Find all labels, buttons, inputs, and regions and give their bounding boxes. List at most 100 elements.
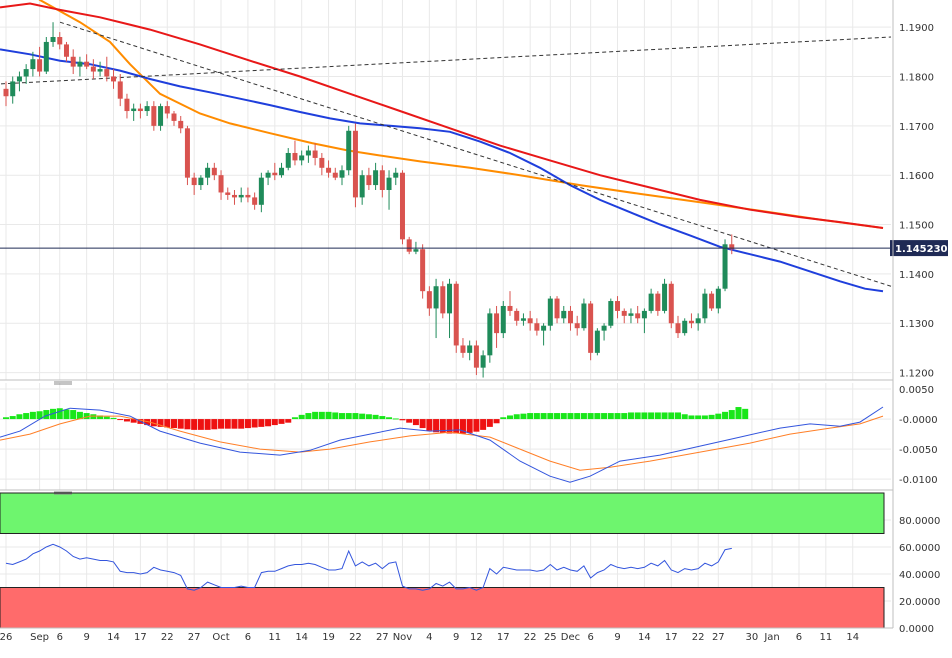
macd-histogram-bar xyxy=(298,414,305,420)
candle-body xyxy=(305,150,311,156)
candle xyxy=(346,125,352,176)
macd-histogram-bar xyxy=(224,419,231,429)
candle-body xyxy=(406,239,412,252)
candle xyxy=(467,340,473,361)
candle xyxy=(104,56,110,82)
candle-body xyxy=(695,318,701,324)
macd-histogram-bar xyxy=(157,419,164,427)
macd-histogram-bar xyxy=(110,417,117,420)
macd-histogram-bar xyxy=(466,419,473,433)
macd-histogram-bar xyxy=(265,419,272,427)
candle-body xyxy=(117,81,123,99)
x-tick-label: 30 xyxy=(746,632,759,643)
macd-histogram-bar xyxy=(184,419,191,430)
candle xyxy=(279,162,285,178)
x-tick-label: 6 xyxy=(57,632,63,643)
macd-histogram-bar xyxy=(70,410,77,420)
candle-body xyxy=(447,283,453,314)
candle xyxy=(520,313,526,326)
candle-body xyxy=(567,310,573,324)
candle xyxy=(406,236,412,255)
x-tick-label: Oct xyxy=(212,632,229,643)
price-overlay: 1.145230 xyxy=(0,240,948,257)
x-tick-label: 14 xyxy=(638,632,651,643)
x-tick-label: 26 xyxy=(0,632,12,643)
macd-histogram-bar xyxy=(312,411,319,420)
macd-histogram-bar xyxy=(412,419,419,426)
macd-histogram-bar xyxy=(701,415,708,420)
macd-histogram-bar xyxy=(480,419,487,430)
rsi-tick-label: 40.0000 xyxy=(899,570,940,581)
macd-histogram-bar xyxy=(520,413,527,420)
candle xyxy=(460,338,466,358)
macd-histogram-bar xyxy=(365,414,372,420)
x-tick-label: 9 xyxy=(453,632,459,643)
macd-histogram-bar xyxy=(735,407,742,420)
candle xyxy=(500,301,506,339)
x-tick-label: 6 xyxy=(796,632,802,643)
candle-body xyxy=(554,298,560,319)
trendline-2 xyxy=(59,21,892,287)
current-price-label: 1.145230 xyxy=(895,244,948,255)
candle-body xyxy=(279,167,285,176)
panel-resize-handle[interactable] xyxy=(54,381,72,385)
candle xyxy=(205,162,211,186)
candle xyxy=(292,140,298,166)
macd-histogram-bar xyxy=(446,419,453,434)
candle xyxy=(682,318,688,336)
candle-body xyxy=(507,305,513,311)
x-tick-label: 11 xyxy=(819,632,832,643)
panel-resize-handle[interactable] xyxy=(54,491,72,495)
candle xyxy=(124,93,130,119)
price-panel[interactable] xyxy=(0,0,892,378)
candle xyxy=(641,308,647,334)
x-tick-label: 22 xyxy=(349,632,362,643)
candle xyxy=(709,291,715,311)
candle-body xyxy=(715,288,721,309)
macd-histogram-bar xyxy=(150,419,157,427)
x-tick-label: 11 xyxy=(268,632,281,643)
candle-body xyxy=(352,130,358,198)
candle xyxy=(70,49,76,75)
candle-body xyxy=(131,108,137,112)
candle-body xyxy=(675,323,681,334)
candle xyxy=(319,152,325,176)
candle xyxy=(30,51,36,77)
macd-histogram-bar xyxy=(675,412,681,420)
candle-body xyxy=(37,59,43,72)
macd-histogram-bar xyxy=(97,415,104,420)
macd-histogram-bar xyxy=(197,419,204,430)
candle-body xyxy=(198,177,204,186)
macd-tick-label: -0.0000 xyxy=(899,415,938,426)
candle-body xyxy=(668,283,674,324)
macd-histogram-bar xyxy=(258,419,265,427)
candle-body xyxy=(729,244,735,250)
candle-body xyxy=(16,76,22,82)
macd-histogram-bar xyxy=(708,414,715,420)
macd-histogram-bar xyxy=(587,413,594,420)
macd-histogram-bar xyxy=(654,412,661,420)
candle xyxy=(191,172,197,195)
candle-body xyxy=(238,194,244,198)
candle xyxy=(567,305,573,331)
candle xyxy=(588,301,594,361)
candle xyxy=(386,170,392,210)
candle-body xyxy=(641,310,647,319)
candle xyxy=(561,305,567,324)
macd-histogram-bar xyxy=(533,413,540,420)
candle xyxy=(601,323,607,341)
candle xyxy=(668,281,674,329)
candle xyxy=(339,165,345,186)
macd-panel[interactable] xyxy=(0,406,884,483)
macd-histogram-bar xyxy=(238,419,245,429)
candle-body xyxy=(440,286,446,314)
macd-histogram-bar xyxy=(345,413,352,420)
x-tick-label: 14 xyxy=(846,632,859,643)
macd-histogram-bar xyxy=(607,413,614,420)
candle-body xyxy=(272,172,278,176)
rsi-panel[interactable] xyxy=(0,492,885,629)
macd-histogram-bar xyxy=(218,419,225,429)
candle xyxy=(137,103,143,119)
macd-histogram-bar xyxy=(285,419,292,423)
macd-histogram-bar xyxy=(177,419,184,429)
